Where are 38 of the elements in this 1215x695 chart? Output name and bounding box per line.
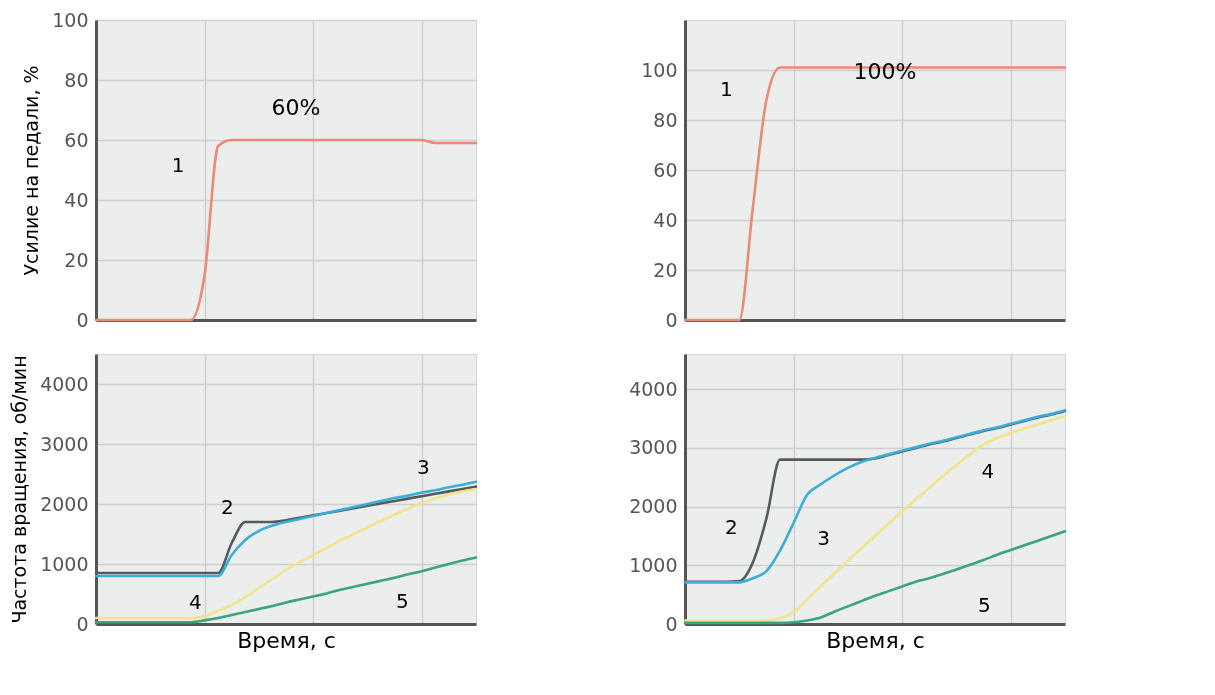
y-tick-label: 1000 [40, 552, 89, 575]
y-tick-label: 0 [76, 308, 89, 331]
y-tick-label: 60 [64, 128, 89, 151]
annotation: 100% [853, 59, 917, 84]
y-tick-label: 2000 [629, 495, 678, 518]
y-tick-label: 100 [52, 8, 89, 31]
series-label: 4 [188, 590, 202, 614]
y-axis-title: Частота вращения, об/мин [8, 355, 31, 624]
annotation: 60% [271, 95, 321, 120]
series-label: 4 [981, 459, 995, 484]
y-tick-label: 60 [653, 158, 678, 181]
x-axis-title: Время, с [826, 627, 925, 653]
y-tick-label: 3000 [629, 436, 678, 459]
y-tick-label: 0 [665, 308, 678, 331]
series-label: 1 [171, 153, 185, 177]
series-label: 2 [725, 515, 738, 540]
y-tick-label: 80 [653, 108, 678, 131]
x-axis-title: Время, с [237, 627, 336, 653]
y-tick-label: 40 [653, 208, 678, 231]
y-tick-label: 1000 [629, 553, 678, 576]
series-label: 3 [416, 455, 430, 480]
y-tick-label: 4000 [629, 377, 678, 400]
series-label: 3 [817, 526, 830, 551]
series-label: 1 [720, 77, 733, 101]
y-axis-title: Усилие на педали, % [20, 65, 43, 276]
y-tick-label: 40 [64, 188, 89, 211]
y-tick-label: 2000 [40, 492, 89, 515]
y-tick-label: 20 [653, 258, 678, 281]
y-tick-label: 80 [64, 68, 89, 91]
series-label: 5 [396, 588, 409, 613]
y-tick-label: 0 [665, 612, 678, 635]
y-tick-label: 20 [64, 248, 89, 271]
y-tick-label: 3000 [40, 432, 89, 455]
series-label: 5 [977, 593, 991, 618]
series-label: 2 [220, 495, 234, 519]
y-tick-label: 100 [641, 58, 678, 81]
y-tick-label: 0 [76, 612, 89, 635]
y-tick-label: 4000 [40, 372, 89, 395]
